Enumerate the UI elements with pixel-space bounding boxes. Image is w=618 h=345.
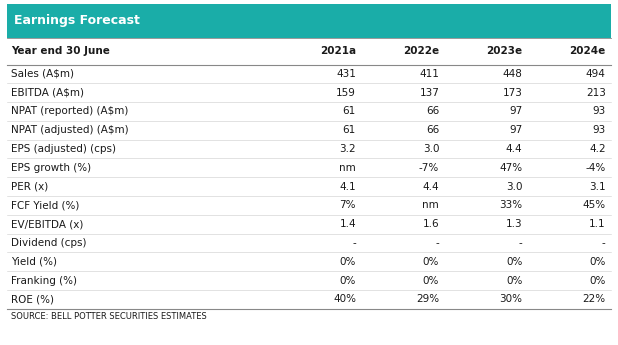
Text: 47%: 47%	[499, 163, 522, 173]
Text: 173: 173	[502, 88, 522, 98]
Text: 97: 97	[509, 107, 522, 117]
Text: Franking (%): Franking (%)	[11, 276, 77, 286]
Text: 1.6: 1.6	[423, 219, 439, 229]
Text: 431: 431	[336, 69, 356, 79]
Text: 411: 411	[420, 69, 439, 79]
Bar	[7, 4, 611, 38]
Text: 97: 97	[509, 125, 522, 135]
Text: SOURCE: BELL POTTER SECURITIES ESTIMATES: SOURCE: BELL POTTER SECURITIES ESTIMATES	[11, 312, 207, 321]
Text: EBITDA (A$m): EBITDA (A$m)	[11, 88, 84, 98]
Text: 30%: 30%	[499, 294, 522, 304]
Text: 2023e: 2023e	[486, 46, 522, 56]
Text: NPAT (reported) (A$m): NPAT (reported) (A$m)	[11, 107, 129, 117]
Text: 137: 137	[420, 88, 439, 98]
Text: 4.2: 4.2	[589, 144, 606, 154]
Text: 448: 448	[502, 69, 522, 79]
Text: 61: 61	[343, 125, 356, 135]
Text: 2021a: 2021a	[320, 46, 356, 56]
Text: 61: 61	[343, 107, 356, 117]
Text: 0%: 0%	[340, 257, 356, 267]
Text: 40%: 40%	[333, 294, 356, 304]
Text: 0%: 0%	[590, 276, 606, 286]
Text: 0%: 0%	[340, 276, 356, 286]
Text: 159: 159	[336, 88, 356, 98]
Text: 2024e: 2024e	[569, 46, 606, 56]
Text: 1.3: 1.3	[506, 219, 522, 229]
Text: NPAT (adjusted) (A$m): NPAT (adjusted) (A$m)	[11, 125, 129, 135]
Text: 4.4: 4.4	[506, 144, 522, 154]
Text: 1.4: 1.4	[339, 219, 356, 229]
Text: Dividend (cps): Dividend (cps)	[11, 238, 87, 248]
Text: -: -	[519, 238, 522, 248]
Text: -4%: -4%	[585, 163, 606, 173]
Text: EPS growth (%): EPS growth (%)	[11, 163, 91, 173]
Text: 2022e: 2022e	[403, 46, 439, 56]
Text: 494: 494	[586, 69, 606, 79]
Text: FCF Yield (%): FCF Yield (%)	[11, 200, 80, 210]
Text: 1.1: 1.1	[589, 219, 606, 229]
Text: Earnings Forecast: Earnings Forecast	[14, 14, 140, 27]
Text: 29%: 29%	[416, 294, 439, 304]
Text: -: -	[436, 238, 439, 248]
Text: 7%: 7%	[339, 200, 356, 210]
Text: 0%: 0%	[506, 257, 522, 267]
Text: 3.0: 3.0	[423, 144, 439, 154]
Text: nm: nm	[339, 163, 356, 173]
Text: PER (x): PER (x)	[11, 182, 48, 191]
Text: EV/EBITDA (x): EV/EBITDA (x)	[11, 219, 83, 229]
Text: Yield (%): Yield (%)	[11, 257, 57, 267]
Text: 22%: 22%	[583, 294, 606, 304]
Text: 33%: 33%	[499, 200, 522, 210]
Text: 3.0: 3.0	[506, 182, 522, 191]
Text: 66: 66	[426, 107, 439, 117]
Text: Year end 30 June: Year end 30 June	[11, 46, 110, 56]
Text: 45%: 45%	[583, 200, 606, 210]
Text: Sales (A$m): Sales (A$m)	[11, 69, 74, 79]
Text: -: -	[352, 238, 356, 248]
Text: 3.2: 3.2	[339, 144, 356, 154]
Text: 0%: 0%	[423, 257, 439, 267]
Text: EPS (adjusted) (cps): EPS (adjusted) (cps)	[11, 144, 116, 154]
Text: -7%: -7%	[419, 163, 439, 173]
Text: 4.1: 4.1	[339, 182, 356, 191]
Text: 93: 93	[593, 107, 606, 117]
Text: nm: nm	[423, 200, 439, 210]
Text: 3.1: 3.1	[589, 182, 606, 191]
Text: 0%: 0%	[506, 276, 522, 286]
Text: 4.4: 4.4	[423, 182, 439, 191]
Text: ROE (%): ROE (%)	[11, 294, 54, 304]
Text: 66: 66	[426, 125, 439, 135]
Text: 0%: 0%	[590, 257, 606, 267]
Text: 213: 213	[586, 88, 606, 98]
Text: 93: 93	[593, 125, 606, 135]
Text: 0%: 0%	[423, 276, 439, 286]
Text: -: -	[602, 238, 606, 248]
